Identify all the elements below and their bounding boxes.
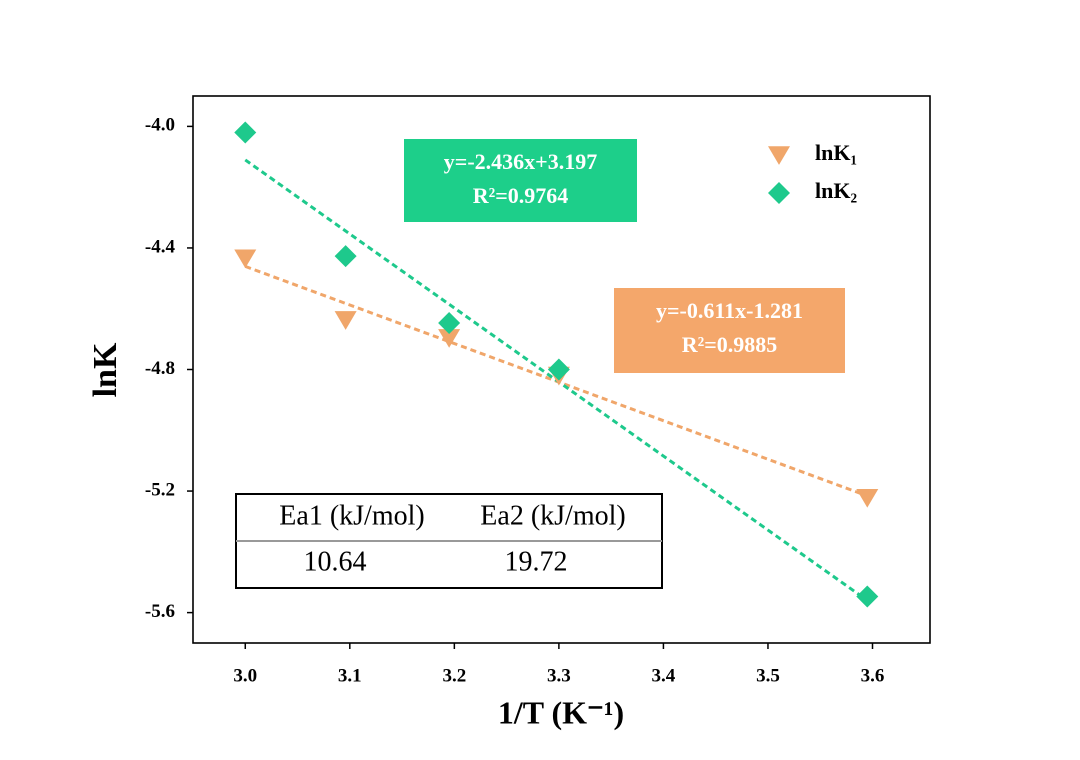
x-tick-label: 3.0 xyxy=(233,665,257,686)
annotation-text: y=-2.436x+3.197 xyxy=(444,149,597,174)
legend-label: lnK₂ xyxy=(815,178,857,203)
data-point xyxy=(856,488,879,508)
data-point xyxy=(438,312,461,335)
x-tick-label: 3.6 xyxy=(861,665,885,686)
y-tick-label: -4.8 xyxy=(145,358,175,379)
table-header: Ea2 (kJ/mol) xyxy=(480,500,625,531)
x-tick-label: 3.3 xyxy=(547,665,571,686)
x-tick-label: 3.1 xyxy=(338,665,362,686)
y-axis-label: lnK xyxy=(87,342,124,397)
table-cell: 19.72 xyxy=(505,546,568,577)
annotation-box xyxy=(404,139,637,222)
y-tick-label: -5.6 xyxy=(145,601,175,622)
data-point xyxy=(334,311,357,330)
x-tick-label: 3.4 xyxy=(652,665,676,686)
x-tick-label: 3.5 xyxy=(756,665,780,686)
data-point xyxy=(547,358,570,381)
data-point xyxy=(856,585,879,608)
legend-marker xyxy=(768,182,790,204)
data-point xyxy=(234,121,257,144)
x-tick-label: 3.2 xyxy=(442,665,466,686)
table-cell: 10.64 xyxy=(304,546,367,577)
y-tick-label: -5.2 xyxy=(145,479,175,500)
legend-marker xyxy=(768,146,790,165)
y-tick-label: -4.0 xyxy=(145,115,175,136)
data-point xyxy=(234,249,257,269)
x-axis-label: 1/T (K⁻¹) xyxy=(498,694,624,730)
data-point xyxy=(334,245,357,268)
annotation-box xyxy=(614,288,845,373)
annotation-text: R²=0.9885 xyxy=(682,332,778,357)
table-header: Ea1 (kJ/mol) xyxy=(279,500,424,531)
y-tick-label: -4.4 xyxy=(145,236,176,257)
legend-label: lnK₁ xyxy=(815,140,857,165)
annotation-text: y=-0.611x-1.281 xyxy=(656,298,803,323)
annotation-text: R²=0.9764 xyxy=(473,183,569,208)
data-point xyxy=(438,329,461,348)
